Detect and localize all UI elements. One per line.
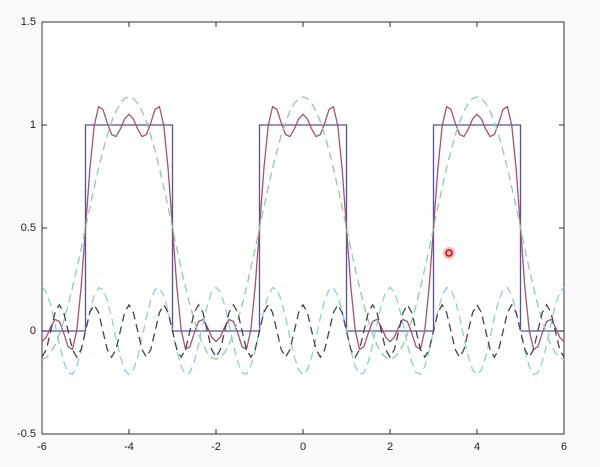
series-line	[41, 105, 565, 351]
series-line	[41, 96, 565, 360]
y-tick-label: -0.5	[17, 428, 36, 440]
x-tick-label: 4	[474, 441, 480, 453]
plot-lines	[41, 96, 565, 376]
series-line	[41, 286, 565, 376]
y-tick-label: 0	[30, 325, 36, 337]
x-tick-label: 2	[387, 441, 393, 453]
x-tick-label: -4	[124, 441, 134, 453]
x-tick-label: -2	[211, 441, 221, 453]
plot-area	[41, 21, 565, 435]
cursor-halo	[443, 247, 455, 259]
x-tick-label: -6	[37, 441, 47, 453]
y-tick-label: 1	[30, 119, 36, 131]
x-tick-label: 0	[300, 441, 306, 453]
x-tick-label: 6	[561, 441, 567, 453]
series-line	[42, 124, 564, 332]
y-tick-label: 0.5	[21, 222, 36, 234]
y-tick-label: 1.5	[21, 16, 36, 28]
series-line	[41, 303, 565, 359]
cursor	[445, 249, 453, 257]
